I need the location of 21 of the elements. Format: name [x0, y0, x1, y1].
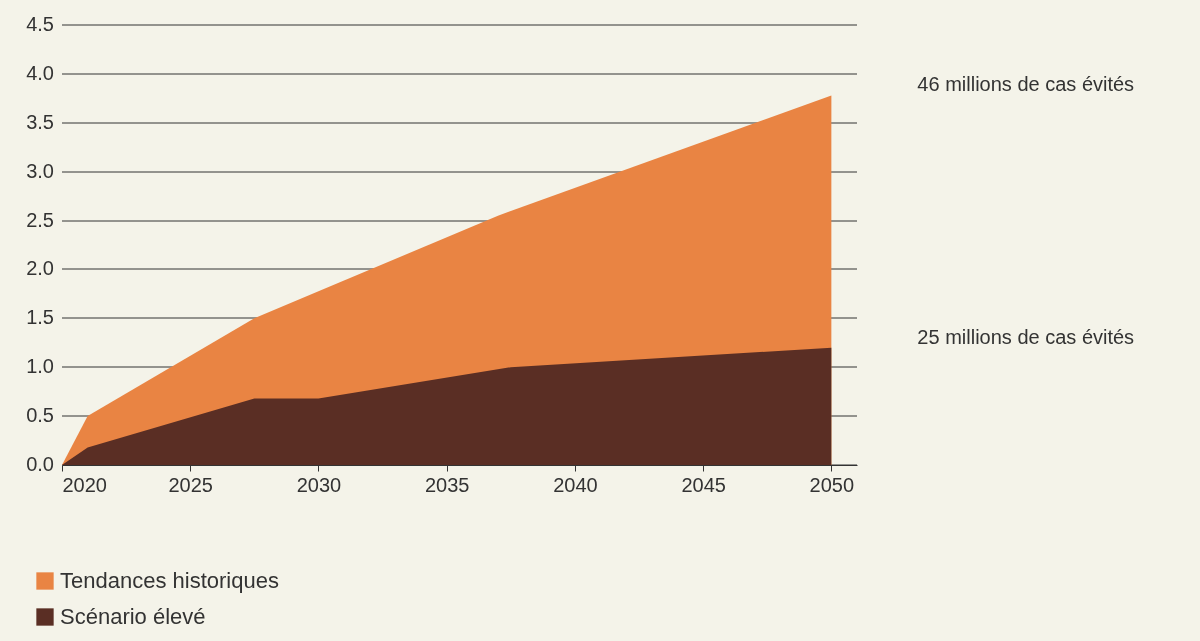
y-tick-label: 1.5 [26, 306, 54, 329]
legend-label: Scénario élevé [60, 604, 206, 629]
x-tick-label: 2025 [168, 473, 213, 496]
x-tick-label: 2035 [424, 473, 470, 496]
legend-label: Tendances historiques [60, 568, 279, 593]
y-tick-label: 1.0 [26, 355, 54, 378]
y-tick-label: 4.0 [26, 61, 54, 84]
text: 25 millions de cas évités [917, 325, 1135, 348]
x-tick-label: 2045 [681, 473, 726, 496]
x-tick-label: 2040 [553, 473, 598, 496]
text: 46 millions de cas évités [917, 73, 1135, 96]
y-tick-label: 2.0 [26, 257, 54, 280]
y-tick-label: 0.5 [26, 404, 54, 427]
x-tick-label: 2050 [809, 473, 855, 496]
x-tick-label: 2020 [62, 473, 107, 496]
y-tick-label: 3.5 [26, 110, 54, 133]
y-tick-label: 2.5 [26, 208, 54, 231]
x-tick-label: 2030 [296, 473, 342, 496]
y-tick-label: 4.5 [26, 13, 54, 35]
y-tick-label: 0.0 [26, 453, 54, 475]
y-tick-label: 3.0 [26, 159, 54, 182]
